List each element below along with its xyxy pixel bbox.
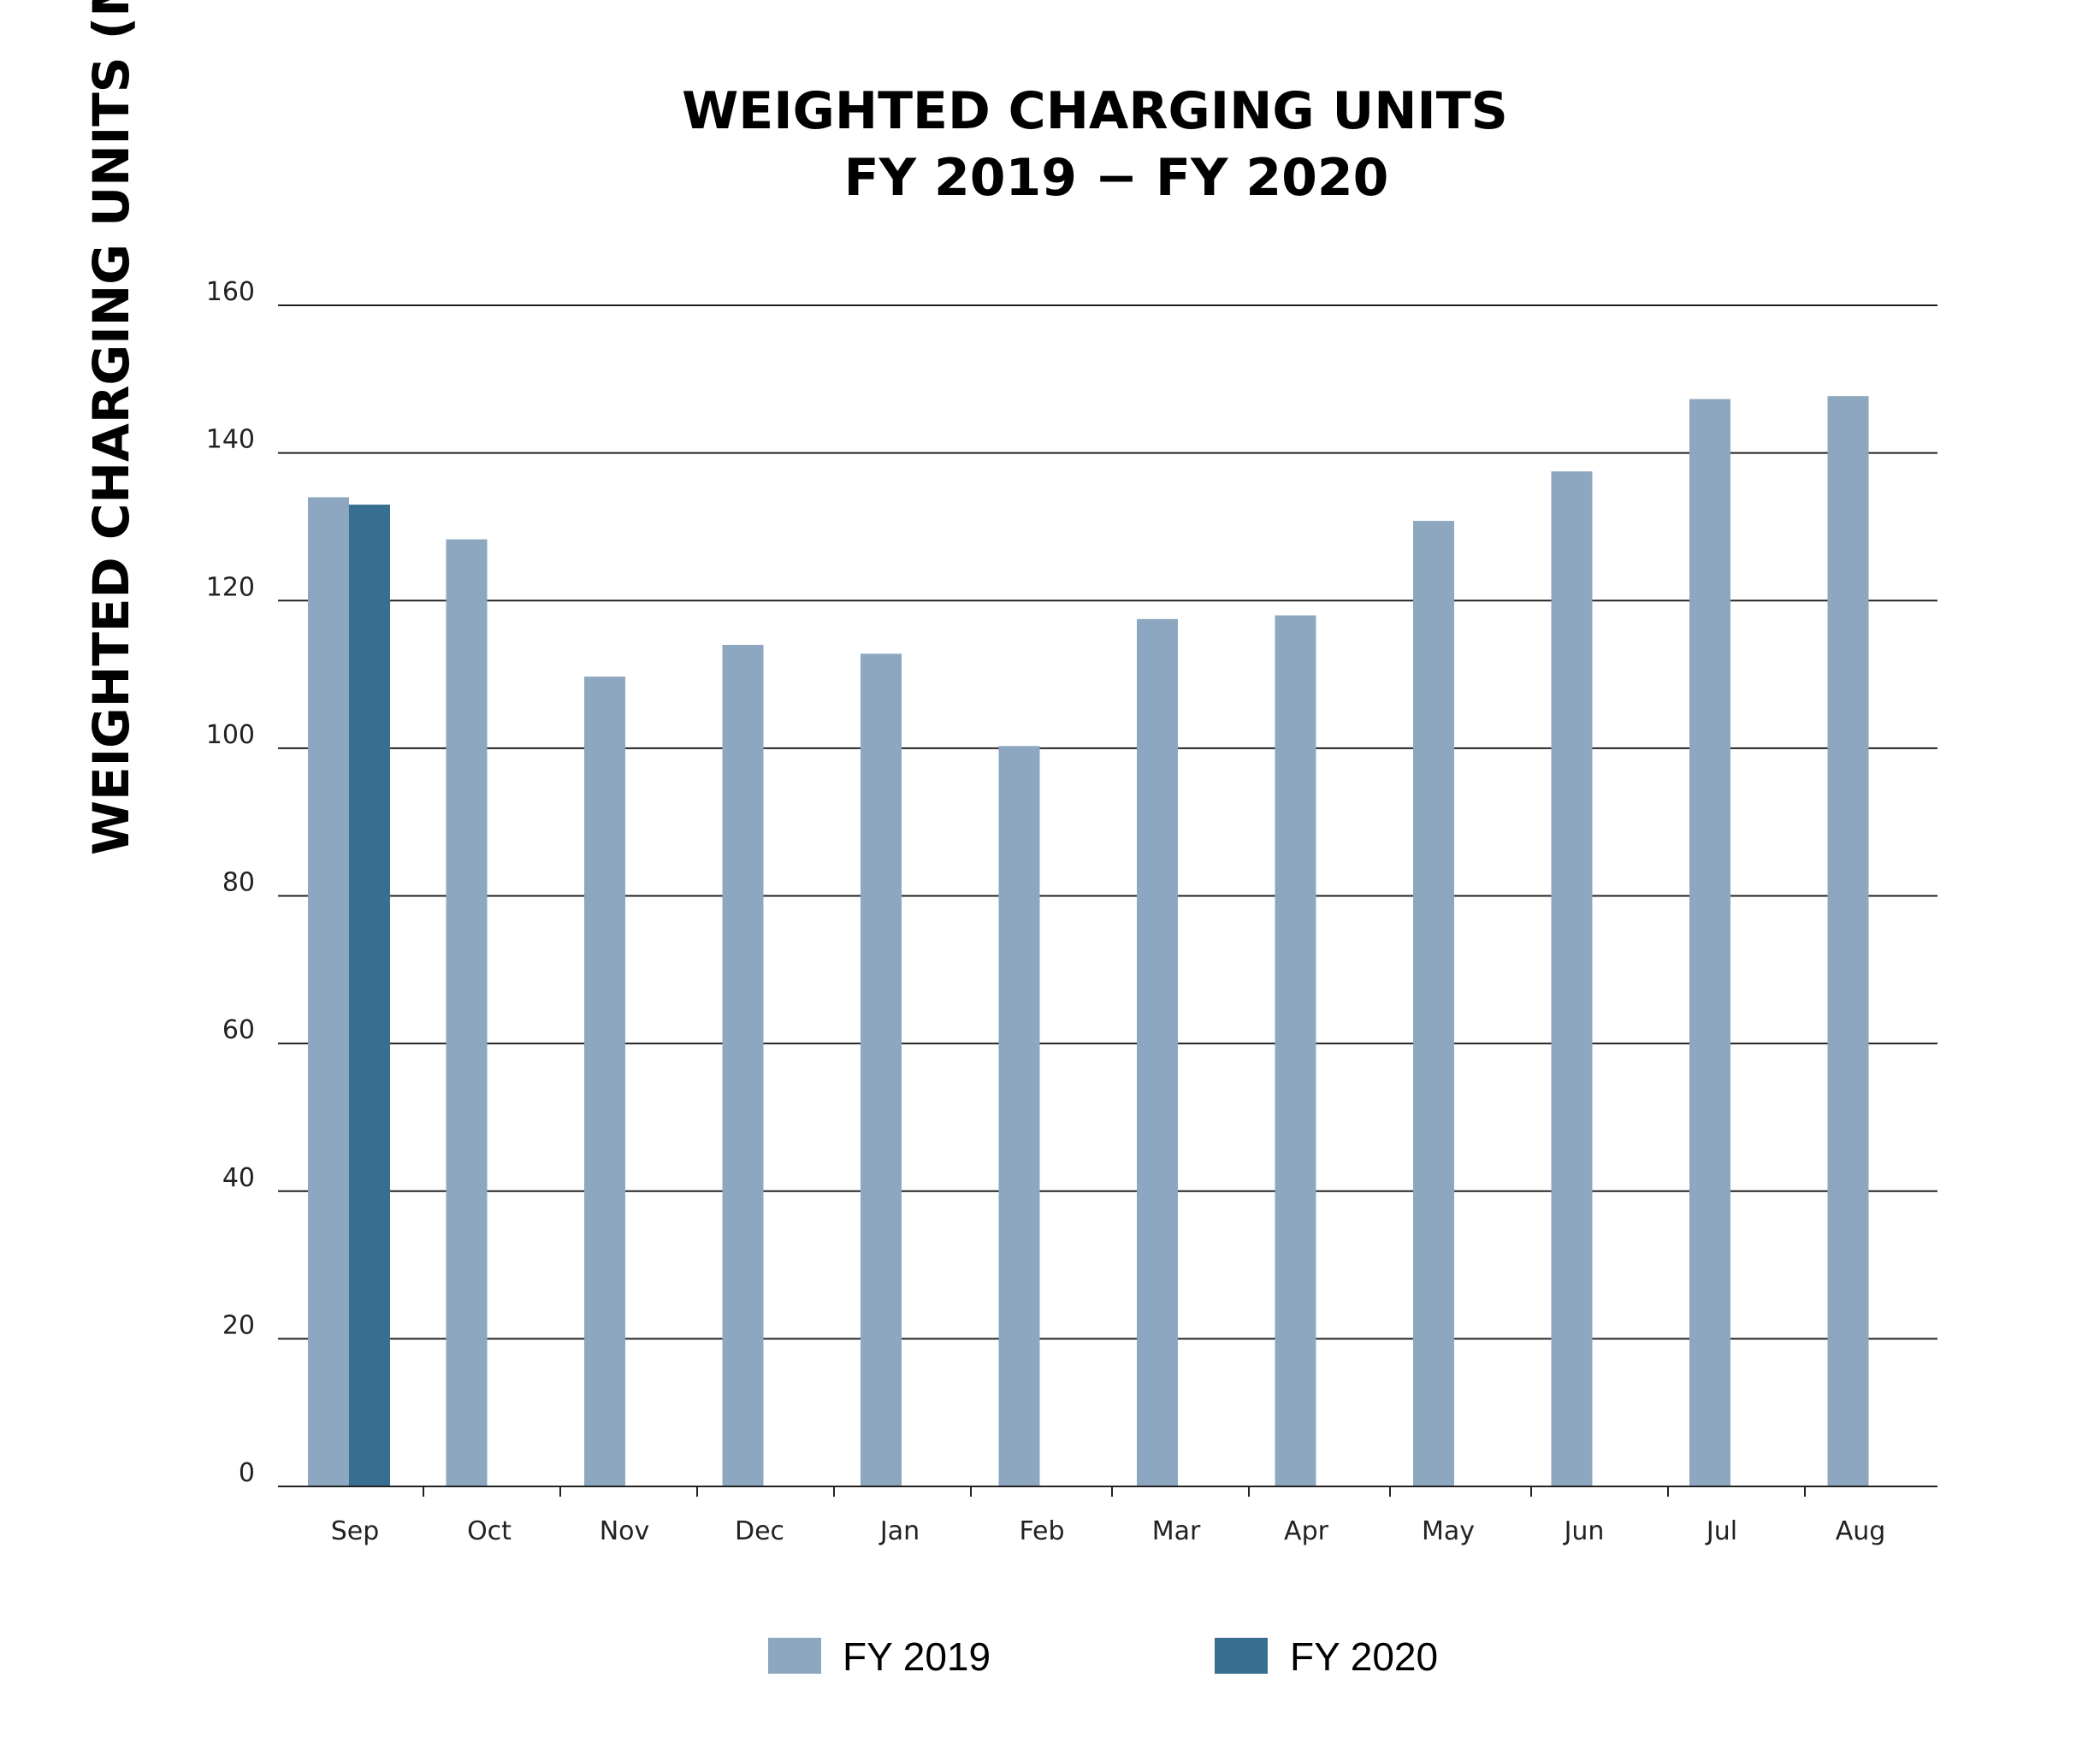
x-tick-label: Sep	[331, 1516, 380, 1546]
bar-fy2019-nov	[584, 676, 625, 1486]
chart-title: WEIGHTED CHARGING UNITS	[682, 81, 1508, 141]
y-tick-label: 100	[206, 720, 255, 750]
x-tick-label: Dec	[735, 1516, 784, 1546]
y-tick-label: 140	[206, 425, 255, 455]
legend-label: FY 2020	[1290, 1634, 1438, 1679]
bar-fy2019-may	[1413, 521, 1454, 1486]
y-tick-label: 0	[239, 1458, 255, 1488]
x-tick-label: Feb	[1019, 1516, 1064, 1546]
bar-fy2019-dec	[722, 645, 764, 1486]
x-tick-label: Jul	[1705, 1516, 1737, 1546]
y-tick-label: 60	[222, 1015, 255, 1045]
bars	[308, 396, 1869, 1487]
bar-fy2019-jun	[1551, 471, 1593, 1486]
x-tick-label: Jan	[878, 1516, 920, 1546]
x-tick-label: Jun	[1563, 1516, 1605, 1546]
y-axis-ticks: 0 20 40 60 80 100 120 140 160	[206, 277, 255, 1488]
bar-fy2019-mar	[1137, 618, 1178, 1486]
x-tick-label: Mar	[1152, 1516, 1201, 1546]
legend: FY 2019 FY 2020	[768, 1634, 1438, 1679]
bar-fy2019-aug	[1827, 396, 1869, 1487]
y-tick-label: 40	[222, 1163, 255, 1193]
y-tick-label: 160	[206, 277, 255, 307]
x-tick-label: Nov	[600, 1516, 650, 1546]
y-axis-label: WEIGHTED CHARGING UNITS (MILLIONS)	[82, 0, 140, 855]
bar-fy2019-feb	[998, 746, 1040, 1486]
x-axis-ticks: Sep Oct Nov Dec Jan Feb Mar Apr May Jun Jul Aug	[331, 1516, 1886, 1546]
y-tick-label: 80	[222, 868, 255, 898]
bar-fy2019-apr	[1275, 615, 1316, 1486]
bar-fy2020-sep	[349, 505, 390, 1487]
legend-swatch	[1215, 1638, 1268, 1674]
x-tick-label: May	[1422, 1516, 1475, 1546]
bar-fy2019-jan	[861, 653, 902, 1486]
x-axis	[278, 1486, 1937, 1497]
y-tick-label: 20	[222, 1310, 255, 1340]
gridlines	[278, 304, 1937, 1340]
x-tick-label: Oct	[467, 1516, 512, 1546]
y-tick-label: 120	[206, 572, 255, 602]
x-tick-label: Aug	[1836, 1516, 1886, 1546]
bar-fy2019-sep	[308, 497, 349, 1486]
x-tick-label: Apr	[1284, 1516, 1329, 1546]
chart-subtitle: FY 2019 − FY 2020	[844, 148, 1389, 208]
bar-fy2019-jul	[1689, 399, 1730, 1486]
legend-label: FY 2019	[843, 1634, 991, 1679]
legend-swatch	[768, 1638, 821, 1674]
bar-fy2019-oct	[446, 539, 488, 1486]
